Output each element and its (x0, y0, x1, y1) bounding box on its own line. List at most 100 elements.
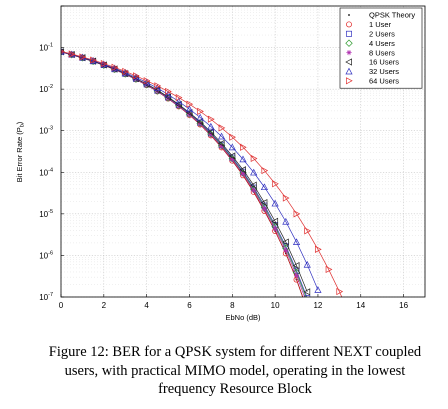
figure-caption: Figure 12: BER for a QPSK system for dif… (48, 344, 422, 397)
y-tick-exponent: -7 (48, 292, 53, 298)
legend-marker-1-user (346, 21, 352, 28)
point-8-users (208, 132, 214, 138)
point-64-users (293, 210, 301, 218)
point-8-users (240, 171, 246, 177)
series-64-users (61, 49, 353, 318)
x-axis-label: EbNo (dB) (225, 313, 261, 322)
legend-box (339, 7, 423, 89)
point-8-users (261, 206, 268, 212)
point-64-users (325, 265, 333, 274)
point-32-users (292, 238, 301, 245)
point-8-users (293, 272, 300, 279)
point-64-users (272, 180, 279, 188)
y-axis-label-close: ) (15, 121, 24, 124)
y-tick-base: 10 (39, 251, 48, 260)
point-64-users (336, 287, 344, 296)
y-tick-exponent: -2 (48, 84, 53, 90)
point-64-users (143, 77, 151, 85)
series-2-users (61, 48, 311, 297)
point-64-users (132, 72, 140, 80)
point-32-users (282, 217, 290, 225)
y-axis-label-sub: b (20, 124, 26, 127)
legend-marker-64-users (346, 77, 353, 85)
point-32-users (228, 143, 236, 151)
y-tick-label: 10-5 (39, 209, 53, 219)
legend-label: 32 Users (369, 67, 399, 76)
y-axis-label: Bit Error Rate (Pb) (15, 121, 26, 182)
point-2-users (304, 295, 311, 297)
point-16-users (239, 166, 246, 174)
point-16-users (217, 139, 225, 147)
legend-marker-qpsk-theory (348, 14, 350, 16)
point-64-users (314, 245, 322, 253)
point-64-users (165, 87, 172, 96)
x-tick-label: 4 (144, 301, 149, 310)
point-64-users (207, 115, 215, 123)
point-16-users (303, 288, 311, 296)
point-64-users (197, 107, 204, 115)
series-line-1-user (61, 51, 304, 297)
y-tick-label: 10-7 (39, 292, 53, 302)
series-line-32-users (61, 51, 319, 291)
series-group (61, 47, 353, 318)
x-tick-label: 10 (271, 301, 280, 310)
point-64-users (250, 154, 258, 163)
point-32-users (250, 168, 258, 176)
y-tick-label: 10-2 (39, 84, 53, 94)
y-tick-exponent: -3 (48, 126, 53, 132)
point-64-users (304, 227, 311, 235)
point-64-users (68, 50, 76, 58)
point-64-users (347, 312, 353, 318)
legend-marker-4-users (345, 39, 353, 47)
y-tick-base: 10 (39, 44, 48, 53)
legend-label: 8 Users (369, 48, 395, 57)
point-64-users (111, 63, 119, 71)
y-axis-label-main: Bit Error Rate (P (15, 127, 24, 182)
series-line-qpsk-theory (61, 51, 304, 297)
tick-labels: 0 2 4 6 8 10 12 14 1610-710-610-510-410-310-210-… (39, 43, 408, 310)
point-8-users (154, 88, 160, 94)
point-16-users (207, 128, 214, 136)
point-8-users (133, 76, 139, 82)
point-4-users (307, 296, 308, 297)
y-tick-base: 10 (39, 127, 48, 136)
series-line-64-users (61, 51, 343, 297)
point-8-users (272, 226, 278, 232)
series-qpsk-theory (61, 51, 304, 297)
point-64-users (229, 133, 237, 141)
y-tick-label: 10-1 (39, 43, 53, 53)
series-16-users (61, 48, 311, 296)
point-64-users (90, 56, 97, 64)
point-64-users (154, 82, 162, 90)
point-16-users (292, 261, 300, 270)
point-8-users (251, 187, 257, 193)
legend-label: 1 User (369, 20, 392, 29)
series-32-users (61, 47, 322, 293)
legend-label: 2 Users (369, 30, 395, 39)
ber-chart: 0 2 4 6 8 10 12 14 1610-710-610-510-410-310-210-… (15, 5, 426, 322)
y-tick-exponent: -4 (48, 167, 53, 173)
legend-marker-2-users (346, 30, 352, 37)
point-32-users (143, 78, 151, 86)
point-8-users (218, 143, 225, 150)
point-16-users (228, 152, 236, 160)
y-tick-label: 10-3 (39, 126, 53, 136)
plot-frame (60, 5, 426, 298)
legend-label: 64 Users (369, 77, 399, 86)
y-tick-exponent: -1 (48, 43, 53, 49)
point-8-users (197, 121, 203, 127)
point-64-users (186, 100, 194, 108)
point-32-users (175, 97, 183, 105)
y-tick-exponent: -6 (48, 250, 53, 256)
point-32-users (218, 132, 226, 140)
point-64-users (218, 124, 226, 132)
point-32-users (185, 105, 194, 113)
point-32-users (196, 113, 204, 121)
series-line-16-users (61, 51, 308, 292)
series-1-user (61, 48, 304, 297)
point-16-users (175, 100, 182, 109)
legend-marker-16-users (345, 58, 352, 66)
y-tick-base: 10 (39, 293, 48, 302)
point-32-users (260, 183, 268, 191)
